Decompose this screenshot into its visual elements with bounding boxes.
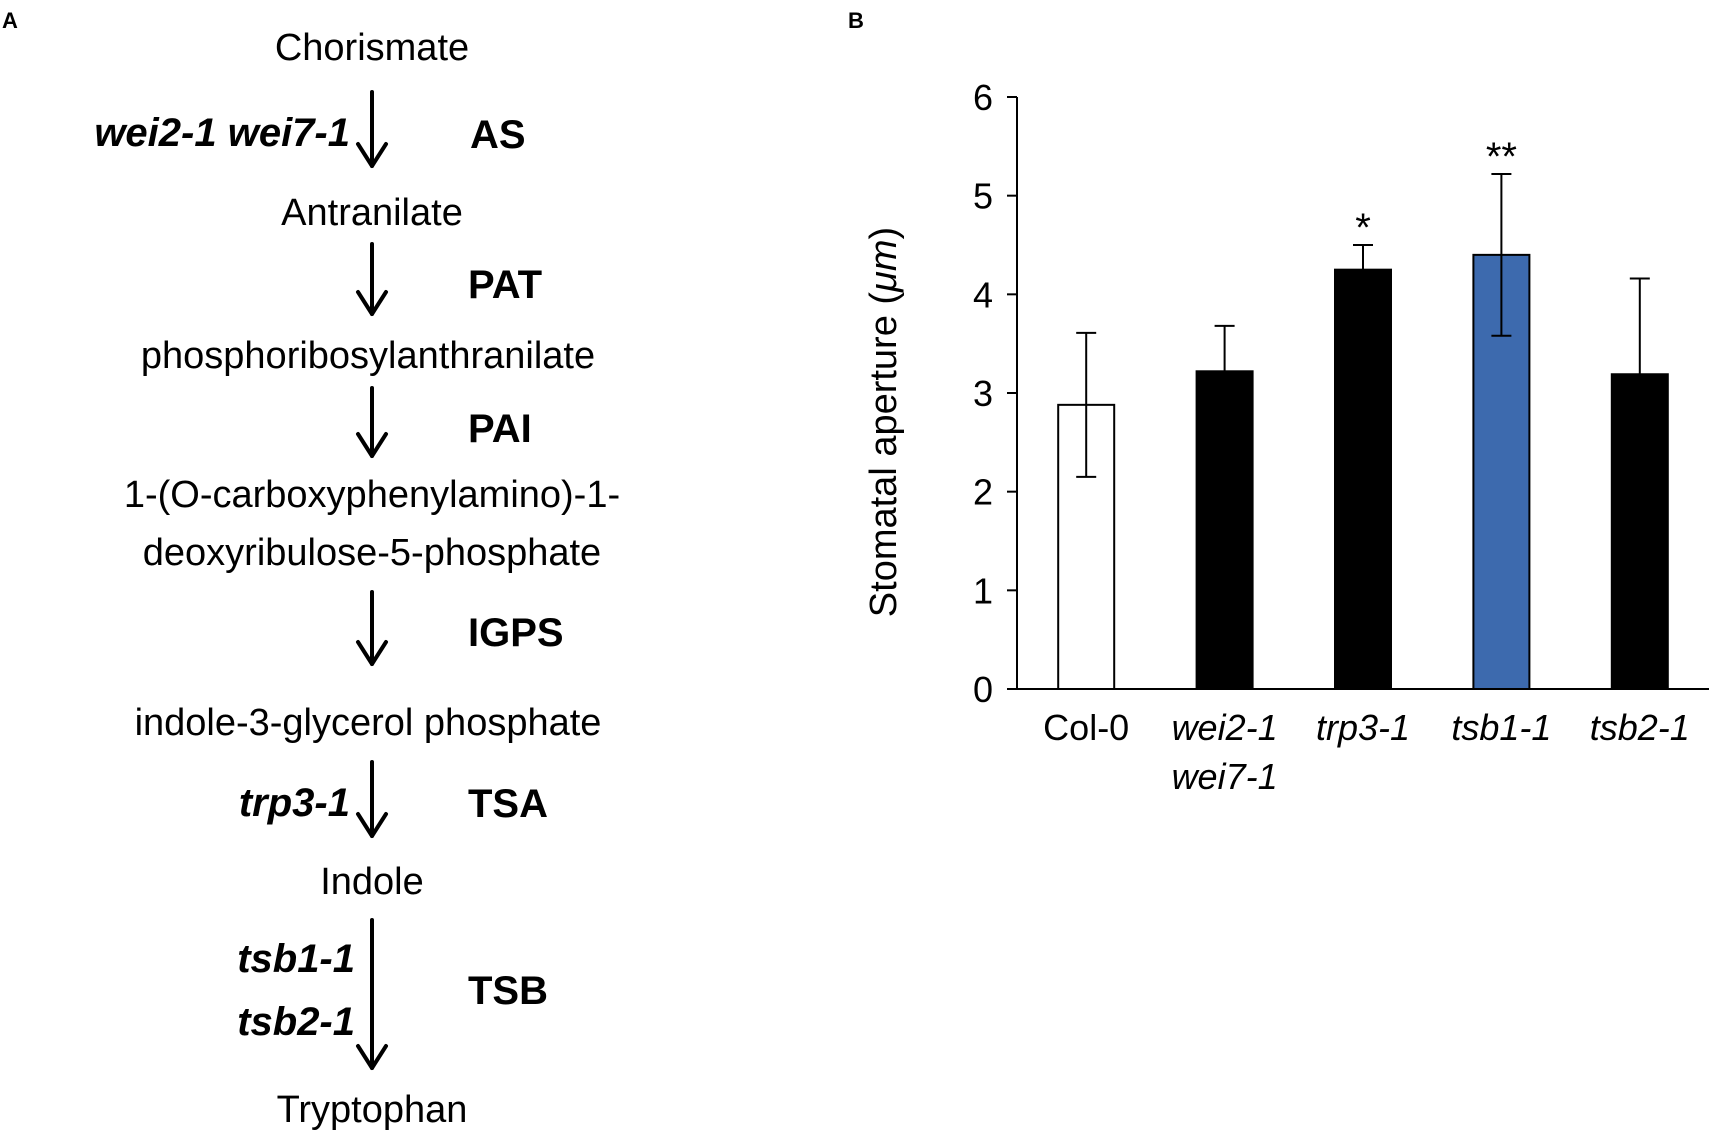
arrow-pai bbox=[356, 386, 388, 458]
arrow-as bbox=[356, 90, 388, 168]
y-axis-label-suffix: ) bbox=[863, 227, 905, 240]
arrow-tsb bbox=[356, 918, 388, 1070]
y-tick-label: 4 bbox=[973, 274, 993, 315]
compound-tryptophan: Tryptophan bbox=[277, 1089, 468, 1131]
enzyme-tsb: TSB bbox=[468, 969, 548, 1013]
arrow-pat bbox=[356, 242, 388, 316]
tryptophan-pathway-diagram: Chorismate Antranilate phosphoribosylant… bbox=[94, 27, 620, 1131]
y-tick-label: 3 bbox=[973, 373, 993, 414]
bar bbox=[1334, 268, 1392, 690]
x-tick-label: trp3-1 bbox=[1316, 707, 1410, 748]
enzyme-pat: PAT bbox=[468, 263, 542, 307]
mutant-tsb1: tsb1-1 bbox=[237, 937, 355, 981]
significance-marker: ** bbox=[1486, 135, 1517, 179]
bar bbox=[1195, 370, 1254, 690]
x-tick-label-line2: wei7-1 bbox=[1172, 756, 1278, 797]
mutant-tsb2: tsb2-1 bbox=[237, 1000, 355, 1044]
compound-indole-3-glycerol-phosphate: indole-3-glycerol phosphate bbox=[135, 702, 602, 744]
significance-marker: * bbox=[1355, 206, 1371, 250]
x-tick-label: wei2-1 bbox=[1172, 707, 1278, 748]
compound-cdrp-line1: 1-(O-carboxyphenylamino)-1- bbox=[124, 474, 620, 516]
y-tick-label: 5 bbox=[973, 176, 993, 217]
arrow-igps bbox=[356, 590, 388, 666]
enzyme-tsa: TSA bbox=[468, 782, 548, 826]
y-tick-label: 2 bbox=[973, 472, 993, 513]
compound-indole: Indole bbox=[320, 861, 424, 903]
compound-cdrp-line2: deoxyribulose-5-phosphate bbox=[143, 532, 601, 574]
panel-label-a: A bbox=[2, 8, 18, 33]
compound-phosphoribosylanthranilate: phosphoribosylanthranilate bbox=[141, 335, 595, 377]
y-tick-label: 0 bbox=[973, 669, 993, 710]
mutant-wei2-wei7: wei2-1 wei7-1 bbox=[94, 111, 350, 155]
arrow-tsa bbox=[356, 760, 388, 838]
compound-antranilate: Antranilate bbox=[281, 192, 463, 234]
x-tick-label: tsb1-1 bbox=[1451, 707, 1551, 748]
x-tick-label: tsb2-1 bbox=[1590, 707, 1690, 748]
mutant-trp3: trp3-1 bbox=[239, 781, 350, 825]
y-tick-label: 6 bbox=[973, 77, 993, 118]
y-axis-label: Stomatal aperture (μm) bbox=[863, 227, 905, 617]
enzyme-pai: PAI bbox=[468, 407, 532, 451]
enzyme-igps: IGPS bbox=[468, 611, 564, 655]
y-axis-label-prefix: Stomatal aperture ( bbox=[863, 292, 905, 618]
compound-chorismate: Chorismate bbox=[275, 27, 469, 69]
enzyme-as: AS bbox=[470, 113, 526, 157]
x-tick-label: Col-0 bbox=[1043, 707, 1129, 748]
y-tick-label: 1 bbox=[973, 570, 993, 611]
panel-label-b: B bbox=[848, 8, 864, 33]
y-axis-label-unit: μm bbox=[863, 239, 905, 292]
